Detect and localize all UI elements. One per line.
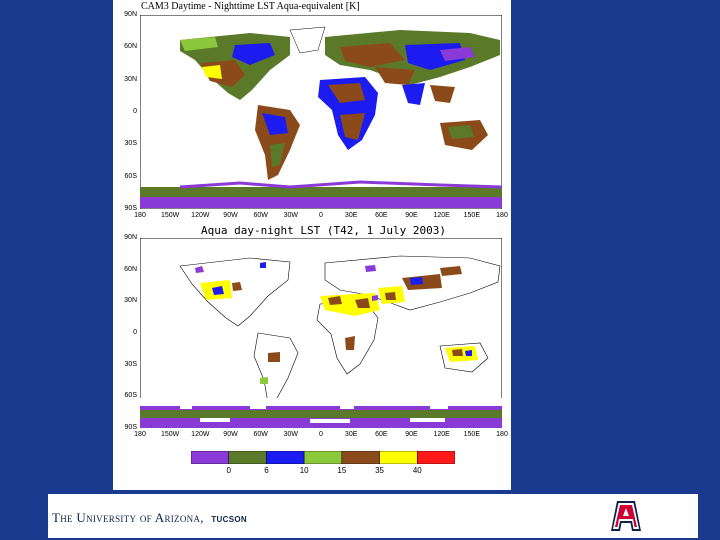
- top-map-lat-label: 0: [133, 108, 137, 115]
- top-map-lon-label: 30E: [344, 212, 358, 219]
- bottom-map-lon-label: 120E: [433, 431, 450, 438]
- bottom-map-lon-label: 0: [319, 431, 323, 438]
- color-legend-bar: [191, 451, 455, 464]
- top-map-lat-label: 30N: [124, 75, 137, 83]
- bottom-map-lon-label: 60E: [375, 431, 388, 438]
- university-footer: The University of Arizona, Tucson: [48, 494, 698, 538]
- bottom-map-lon-label: 180: [134, 431, 146, 438]
- bottom-aqua-lst-map: [140, 238, 502, 428]
- legend-swatch: [228, 451, 267, 464]
- top-map-lat-label: 60S: [124, 172, 137, 180]
- top-map-lon-label: 30W: [283, 212, 299, 219]
- top-map-lon-label: 0: [319, 212, 323, 219]
- bottom-map-lat-label: 60S: [124, 392, 137, 400]
- legend-tick-label: 0: [226, 466, 231, 475]
- university-name-text: The University of Arizona: [52, 510, 201, 525]
- bottom-map-lon-label: 150E: [463, 431, 480, 438]
- university-name: The University of Arizona, Tucson: [52, 510, 247, 525]
- top-map-lon-label: 60W: [253, 212, 268, 219]
- bottom-map-lon-label: 60W: [253, 431, 268, 438]
- legend-tick-label: 40: [412, 466, 422, 475]
- top-map-lon-label: 150E: [463, 212, 480, 219]
- bottom-map-lat-label: 60N: [124, 265, 137, 273]
- bottom-map-lat-label: 90N: [124, 234, 137, 241]
- legend-swatch: [303, 451, 343, 464]
- top-map-lon-label: 150W: [161, 212, 180, 219]
- bottom-map-lat-label: 0: [133, 329, 137, 336]
- top-map-lon-label: 90E: [405, 212, 418, 219]
- bottom-map-lon-label: 90E: [405, 431, 418, 438]
- bottom-map-lat-label: 90S: [124, 424, 137, 431]
- legend-tick-label: 6: [264, 466, 269, 475]
- top-map-lat-label: 90S: [124, 205, 137, 212]
- legend-swatch: [266, 451, 305, 464]
- bottom-map-lat-label: 30S: [124, 360, 137, 368]
- top-lst-difference-map: [140, 15, 502, 209]
- legend-swatch: [341, 451, 380, 464]
- top-map-lat-label: 60N: [124, 43, 137, 51]
- bottom-map-lon-label: 120W: [191, 431, 210, 438]
- bottom-map-lon-label: 30E: [344, 431, 358, 438]
- bottom-map-lon-label: 180: [496, 431, 508, 438]
- bottom-map-lon-label: 90W: [223, 431, 238, 438]
- top-map-lon-label: 120W: [191, 212, 210, 219]
- legend-swatch: [379, 451, 418, 464]
- top-map-lon-label: 120E: [433, 212, 450, 219]
- top-map-lon-label: 90W: [223, 212, 238, 219]
- top-map-lat-label: 30S: [124, 140, 137, 148]
- city-name: Tucson: [211, 515, 247, 524]
- bottom-map-lon-label: 150W: [161, 431, 180, 438]
- legend-swatch: [417, 451, 455, 464]
- block-a-logo-icon: [611, 501, 641, 531]
- legend-tick-label: 35: [375, 466, 385, 475]
- top-map-title: CAM3 Daytime - Nighttime LST Aqua-equiva…: [141, 1, 360, 12]
- figure-panel: CAM3 Daytime - Nighttime LST Aqua-equiva…: [113, 0, 511, 490]
- bottom-map-title: Aqua day-night LST (T42, 1 July 2003): [201, 224, 447, 237]
- bottom-map-lat-label: 30N: [124, 297, 137, 305]
- legend-tick-label: 10: [299, 466, 309, 475]
- top-map-lat-label: 90N: [124, 11, 137, 18]
- top-map-lon-label: 180: [134, 212, 146, 219]
- legend-swatch: [191, 451, 229, 464]
- top-map-lon-label: 60E: [375, 212, 388, 219]
- top-map-lon-label: 180: [496, 212, 508, 219]
- legend-tick-label: 15: [337, 466, 347, 475]
- bottom-map-lon-label: 30W: [283, 431, 299, 438]
